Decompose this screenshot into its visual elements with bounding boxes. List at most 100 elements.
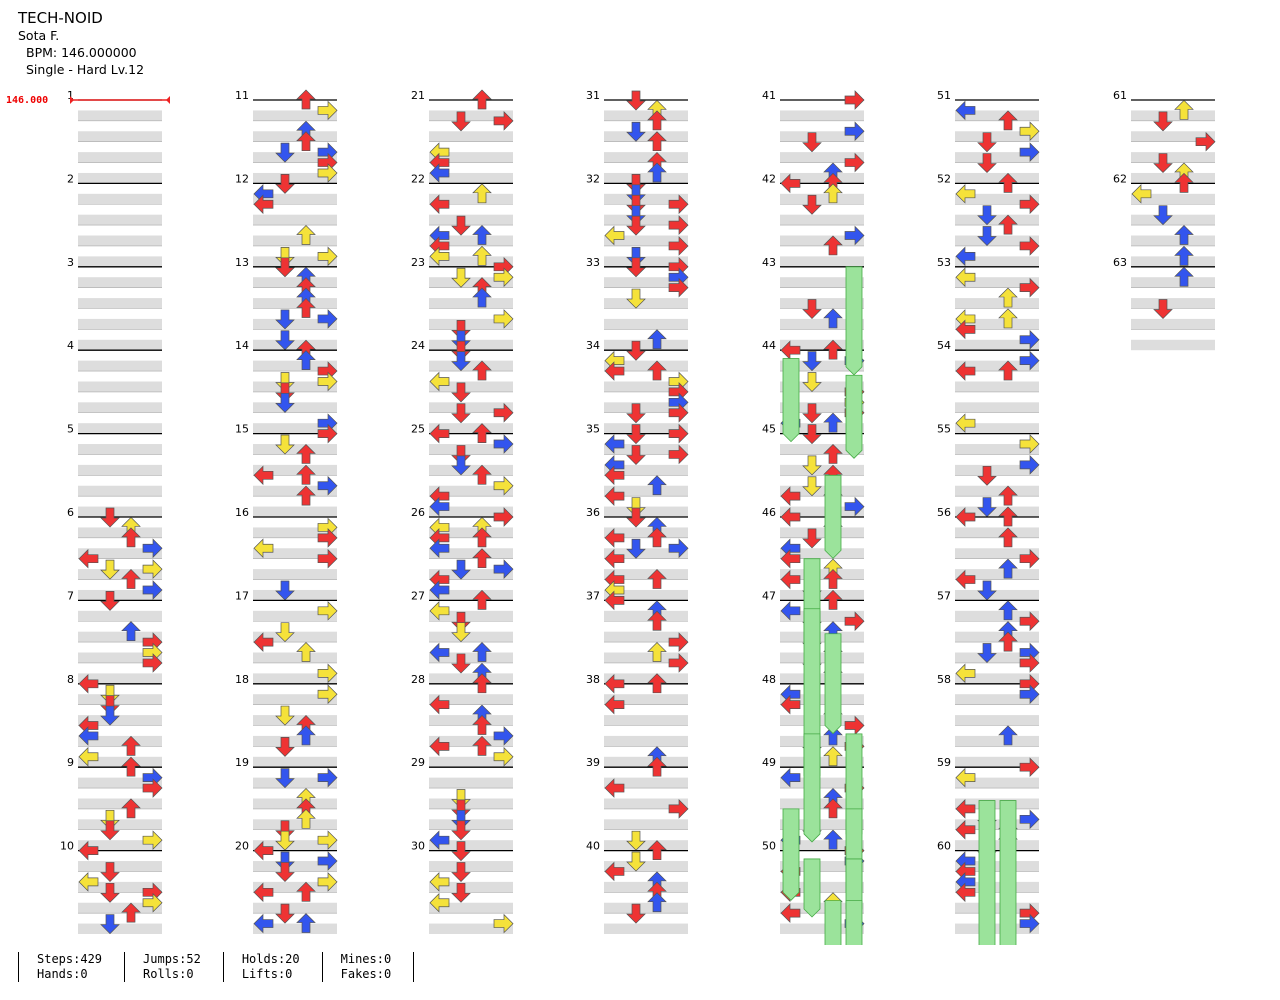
- step-arrow: [451, 215, 471, 236]
- measure-number: 5: [67, 423, 74, 436]
- step-arrow: [1019, 809, 1040, 830]
- measure-band: [780, 235, 864, 246]
- step-arrow: [998, 214, 1018, 235]
- measure-band: [955, 506, 1039, 517]
- measure-band: [604, 318, 688, 330]
- step-arrow: [780, 548, 801, 569]
- measure-band: [604, 881, 688, 893]
- measure-number: 36: [586, 506, 600, 519]
- measure-band: [604, 152, 688, 163]
- measure-band: [78, 652, 162, 663]
- measure-band: [955, 193, 1039, 205]
- measure-band: [253, 256, 337, 267]
- measure-band: [955, 360, 1039, 372]
- step-arrow: [668, 444, 689, 465]
- step-arrow: [472, 464, 492, 485]
- measure-number: 62: [1113, 172, 1127, 185]
- song-artist: Sota F.: [18, 28, 60, 43]
- step-arrow: [429, 163, 450, 183]
- measure-band: [780, 360, 864, 372]
- step-arrow: [780, 173, 801, 194]
- measure-band: [78, 277, 162, 288]
- measure-band: [429, 172, 513, 184]
- step-arrow: [647, 475, 667, 496]
- step-arrow: [296, 298, 316, 318]
- step-arrow: [955, 507, 976, 527]
- measure-band: [429, 235, 513, 246]
- measure-band: [78, 298, 162, 309]
- measure-band: [604, 694, 688, 705]
- step-arrow: [275, 434, 295, 455]
- step-arrow: [647, 673, 667, 694]
- step-arrow: [998, 110, 1018, 131]
- step-arrow: [802, 132, 822, 153]
- measure: 20: [235, 840, 337, 934]
- measure-band: [780, 485, 864, 497]
- measure-band: [780, 652, 864, 663]
- step-arrow: [780, 767, 801, 788]
- measure-band: [78, 381, 162, 392]
- measure-number: 57: [937, 589, 951, 602]
- measure-band: [604, 277, 688, 288]
- measure-band: [1131, 152, 1215, 163]
- measure: 51: [937, 89, 1039, 184]
- measure-band: [955, 735, 1039, 747]
- measure: 23: [411, 256, 513, 351]
- measure-band: [253, 381, 337, 392]
- measure-band: [429, 277, 513, 288]
- step-arrow: [100, 507, 120, 528]
- step-arrow: [1019, 350, 1040, 371]
- measure-band: [429, 694, 513, 705]
- measure: 33: [586, 256, 688, 351]
- measure-band: [78, 735, 162, 747]
- step-arrow: [626, 403, 646, 424]
- step-arrow: [604, 778, 625, 798]
- step-arrow: [626, 184, 646, 205]
- stats-group-steps: Steps:429 Hands:0: [18, 952, 124, 982]
- step-arrow: [647, 110, 667, 131]
- measure-band: [429, 298, 513, 309]
- step-arrow: [472, 287, 492, 308]
- bpm-start-marker: [70, 96, 74, 104]
- measure: 31: [586, 89, 688, 184]
- step-arrow: [647, 840, 667, 860]
- step-arrow: [604, 694, 625, 715]
- step-arrow: [317, 100, 338, 121]
- step-arrow: [1019, 653, 1040, 673]
- step-arrow: [253, 465, 274, 486]
- measure-band: [780, 735, 864, 747]
- measure-band: [253, 798, 337, 809]
- measure-band: [955, 840, 1039, 851]
- step-arrow: [626, 288, 646, 309]
- measure-number: 4: [67, 339, 74, 352]
- step-arrow: [626, 507, 646, 528]
- measure: 3: [67, 256, 162, 351]
- measure-band: [604, 589, 688, 601]
- step-arrow: [451, 340, 471, 361]
- measure-band: [780, 277, 864, 288]
- measure-number: 6: [67, 506, 74, 519]
- step-arrow: [977, 580, 997, 601]
- step-arrow: [823, 829, 843, 850]
- step-arrow: [823, 725, 843, 746]
- measure-band: [429, 339, 513, 351]
- step-arrow: [100, 809, 120, 830]
- measure-band: [78, 318, 162, 330]
- step-arrow: [998, 308, 1018, 329]
- measure-band: [1131, 277, 1215, 288]
- measure-number: 17: [235, 589, 249, 602]
- measure-band: [1131, 110, 1215, 121]
- measure-band: [604, 256, 688, 267]
- step-arrow: [451, 820, 471, 841]
- hold-body: [803, 858, 821, 918]
- step-arrow: [604, 361, 625, 381]
- step-arrow: [253, 913, 274, 934]
- step-arrow: [275, 768, 295, 789]
- measure: 63: [1113, 256, 1215, 351]
- measure-band: [78, 360, 162, 372]
- step-arrow: [142, 892, 163, 913]
- measure-band: [604, 631, 688, 643]
- measure-band: [429, 673, 513, 684]
- step-arrow: [1019, 194, 1040, 215]
- step-arrow: [802, 403, 822, 424]
